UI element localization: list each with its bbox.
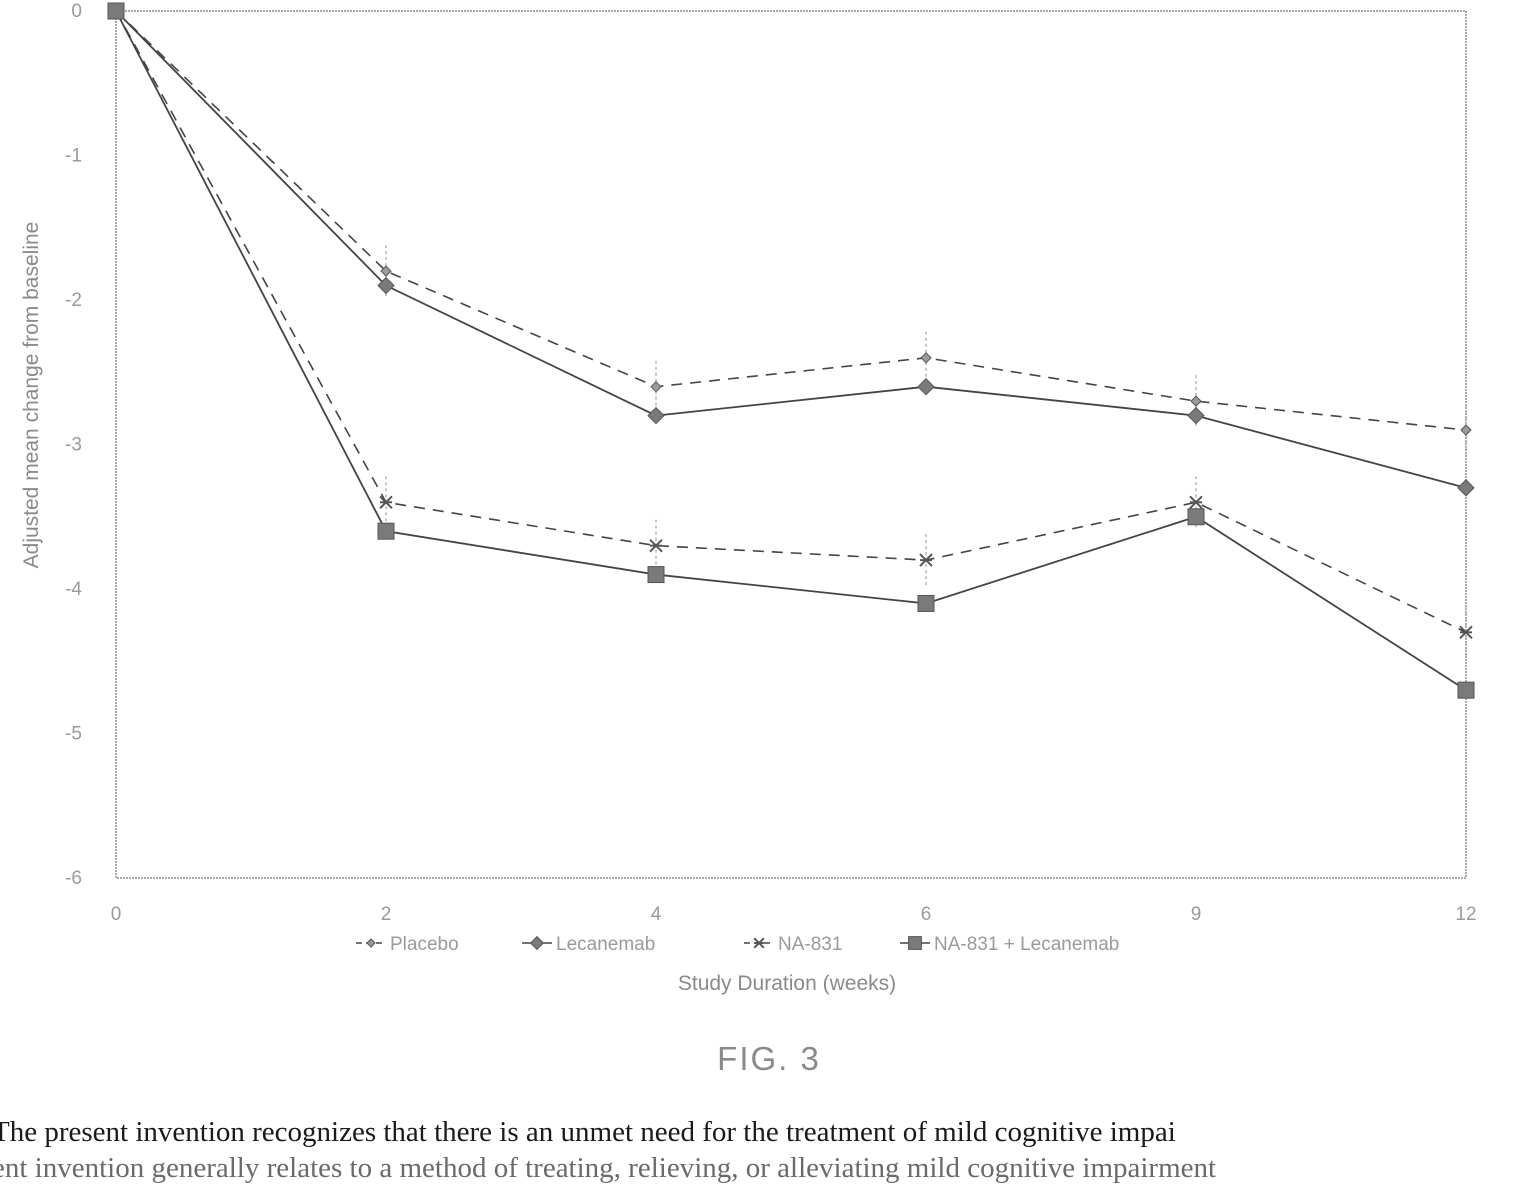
y-axis: 0 -1 -2 -3 -4 -5 -6 bbox=[65, 1, 82, 889]
y-tick-label: -4 bbox=[65, 579, 82, 600]
legend: Placebo Lecanemab NA-831 NA-831 + Lecanemab bbox=[356, 934, 1119, 955]
y-tick-label: -2 bbox=[65, 290, 82, 311]
body-text: The present invention recognizes that th… bbox=[0, 1114, 1538, 1186]
data-point-lecanemab bbox=[1187, 406, 1205, 425]
y-tick-label: -6 bbox=[65, 868, 82, 889]
legend-label: NA-831 + Lecanemab bbox=[934, 934, 1119, 955]
legend-marker bbox=[753, 937, 765, 949]
data-point-placebo bbox=[650, 380, 662, 393]
figure-caption: FIG. 3 bbox=[717, 1040, 821, 1077]
series-lines bbox=[115, 10, 1467, 691]
y-tick-label: -1 bbox=[65, 146, 82, 167]
legend-label: Lecanemab bbox=[556, 934, 655, 955]
legend-marker bbox=[908, 936, 922, 950]
x-axis-title: Study Duration (weeks) bbox=[678, 972, 896, 995]
x-tick-label: 12 bbox=[1455, 904, 1476, 925]
chart: 0 -1 -2 -3 -4 -5 -6 0 2 4 6 9 12 Adjusted mean chan… bbox=[20, 1, 1477, 995]
data-point-na-831-lecanemab bbox=[917, 594, 935, 612]
x-tick-label: 0 bbox=[111, 904, 122, 925]
data-point-na-831-lecanemab bbox=[377, 522, 395, 540]
data-point-na-831-lecanemab bbox=[107, 2, 125, 20]
series-line-na-831 bbox=[115, 10, 1467, 634]
data-point-placebo bbox=[1460, 424, 1472, 436]
data-point-placebo bbox=[1190, 395, 1202, 407]
data-point-lecanemab bbox=[377, 276, 395, 295]
y-tick-label: -5 bbox=[65, 724, 82, 745]
series-line-lecanemab bbox=[115, 10, 1467, 489]
data-point-placebo bbox=[380, 265, 392, 277]
data-point-na-831-lecanemab bbox=[647, 566, 665, 584]
plot-border bbox=[115, 10, 1467, 879]
x-axis: 0 2 4 6 9 12 bbox=[111, 904, 1477, 925]
body-text-line-2: ent invention generally relates to a met… bbox=[0, 1152, 1217, 1184]
series-markers bbox=[107, 2, 1475, 699]
legend-marker bbox=[366, 938, 376, 948]
data-point-na-831-lecanemab bbox=[1457, 681, 1475, 699]
data-point-na-831 bbox=[649, 538, 663, 553]
legend-marker bbox=[529, 935, 545, 951]
data-point-lecanemab bbox=[917, 377, 935, 396]
legend-label: NA-831 bbox=[778, 934, 842, 955]
series-line-na-831-lecanemab bbox=[115, 10, 1467, 691]
data-point-na-831 bbox=[1459, 625, 1473, 640]
legend-label: Placebo bbox=[390, 934, 459, 955]
y-tick-label: -3 bbox=[65, 435, 82, 456]
data-point-placebo bbox=[920, 352, 932, 364]
plot-frame bbox=[115, 10, 1467, 879]
series-line-placebo bbox=[115, 10, 1467, 431]
data-point-na-831 bbox=[1189, 495, 1203, 510]
data-point-lecanemab bbox=[647, 406, 665, 425]
x-tick-label: 6 bbox=[921, 904, 932, 925]
data-point-lecanemab bbox=[1457, 479, 1475, 497]
x-tick-label: 4 bbox=[651, 904, 662, 925]
y-axis-title: Adjusted mean change from baseline bbox=[20, 222, 43, 569]
data-point-na-831 bbox=[379, 495, 393, 510]
x-tick-label: 2 bbox=[381, 904, 392, 925]
data-point-na-831-lecanemab bbox=[1187, 508, 1205, 526]
data-point-na-831 bbox=[919, 553, 933, 567]
body-text-line-1: The present invention recognizes that th… bbox=[0, 1116, 1176, 1148]
y-tick-label: 0 bbox=[71, 1, 82, 22]
x-tick-label: 9 bbox=[1191, 904, 1202, 925]
